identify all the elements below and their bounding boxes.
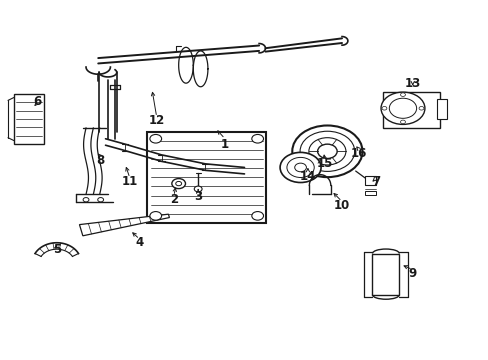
Circle shape <box>380 92 424 125</box>
Circle shape <box>194 186 202 192</box>
Circle shape <box>381 107 386 110</box>
Circle shape <box>388 98 416 118</box>
Bar <box>436 99 446 119</box>
Text: 14: 14 <box>299 170 315 183</box>
Polygon shape <box>79 214 169 236</box>
Circle shape <box>286 157 314 177</box>
Circle shape <box>300 131 354 171</box>
Bar <box>372 253 399 295</box>
Bar <box>365 192 375 195</box>
Circle shape <box>150 134 161 143</box>
Circle shape <box>418 107 423 110</box>
Circle shape <box>98 198 103 202</box>
Circle shape <box>400 93 405 96</box>
Text: 11: 11 <box>122 175 138 188</box>
Text: 7: 7 <box>371 175 380 188</box>
Circle shape <box>308 138 345 165</box>
Text: 8: 8 <box>96 154 104 167</box>
Circle shape <box>150 212 161 220</box>
Bar <box>14 94 44 144</box>
Circle shape <box>400 120 405 124</box>
Circle shape <box>292 126 362 177</box>
Circle shape <box>175 181 181 186</box>
Text: 6: 6 <box>33 95 41 108</box>
Circle shape <box>251 212 263 220</box>
Circle shape <box>83 198 89 202</box>
Circle shape <box>294 163 306 172</box>
Text: 13: 13 <box>404 77 420 90</box>
Bar <box>365 176 375 185</box>
Text: 10: 10 <box>333 199 349 212</box>
Bar <box>383 92 439 128</box>
Text: 16: 16 <box>350 147 366 159</box>
Circle shape <box>251 134 263 143</box>
Text: 4: 4 <box>135 236 143 249</box>
Text: 1: 1 <box>221 138 228 150</box>
Text: 12: 12 <box>148 114 164 127</box>
Text: 2: 2 <box>169 193 178 206</box>
Circle shape <box>171 179 185 189</box>
Circle shape <box>280 152 321 183</box>
Text: 9: 9 <box>408 267 416 280</box>
Text: 5: 5 <box>53 243 61 256</box>
Text: 3: 3 <box>194 190 202 203</box>
Bar <box>147 132 266 223</box>
Text: 15: 15 <box>316 157 332 170</box>
Circle shape <box>317 144 336 158</box>
